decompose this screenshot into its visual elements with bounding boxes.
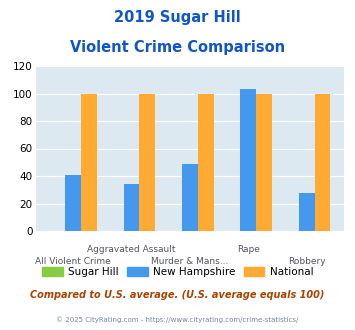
Bar xyxy=(256,93,272,231)
Bar xyxy=(124,184,140,231)
Text: Compared to U.S. average. (U.S. average equals 100): Compared to U.S. average. (U.S. average … xyxy=(30,290,325,300)
Text: © 2025 CityRating.com - https://www.cityrating.com/crime-statistics/: © 2025 CityRating.com - https://www.city… xyxy=(56,317,299,323)
Bar xyxy=(182,164,198,231)
Bar xyxy=(198,93,214,231)
Text: Aggravated Assault: Aggravated Assault xyxy=(87,245,176,254)
Text: Rape: Rape xyxy=(237,245,260,254)
Text: Violent Crime Comparison: Violent Crime Comparison xyxy=(70,40,285,54)
Legend: Sugar Hill, New Hampshire, National: Sugar Hill, New Hampshire, National xyxy=(38,263,317,281)
Bar xyxy=(315,93,330,231)
Text: 2019 Sugar Hill: 2019 Sugar Hill xyxy=(114,10,241,25)
Text: Murder & Mans...: Murder & Mans... xyxy=(151,257,229,266)
Text: All Violent Crime: All Violent Crime xyxy=(35,257,111,266)
Bar xyxy=(140,93,155,231)
Bar xyxy=(240,89,256,231)
Bar xyxy=(299,192,315,231)
Bar xyxy=(65,175,81,231)
Text: Robbery: Robbery xyxy=(288,257,326,266)
Bar xyxy=(81,93,97,231)
